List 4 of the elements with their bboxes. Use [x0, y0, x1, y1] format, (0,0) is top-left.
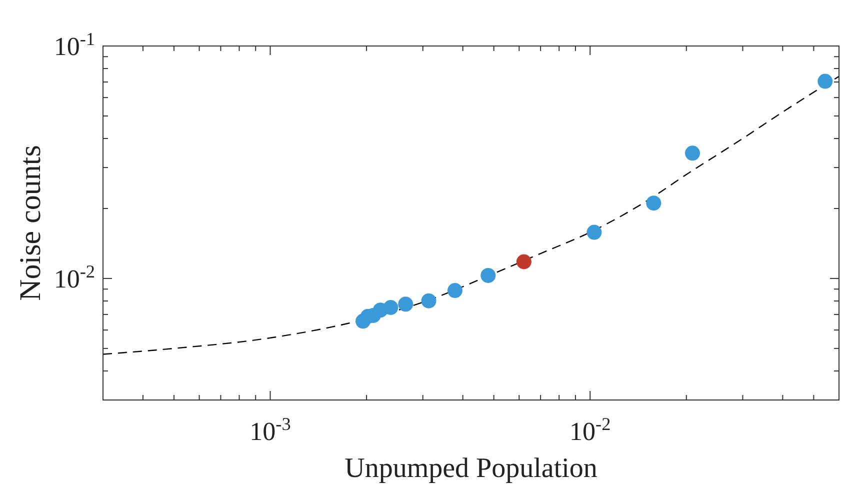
x-axis-title: Unpumped Population: [344, 453, 598, 484]
y-axis-title: Noise counts: [14, 145, 47, 301]
y-tick-label: 10$^{-1}$: [54, 29, 95, 61]
x-tick-label: 10$^{-3}$: [250, 414, 291, 446]
